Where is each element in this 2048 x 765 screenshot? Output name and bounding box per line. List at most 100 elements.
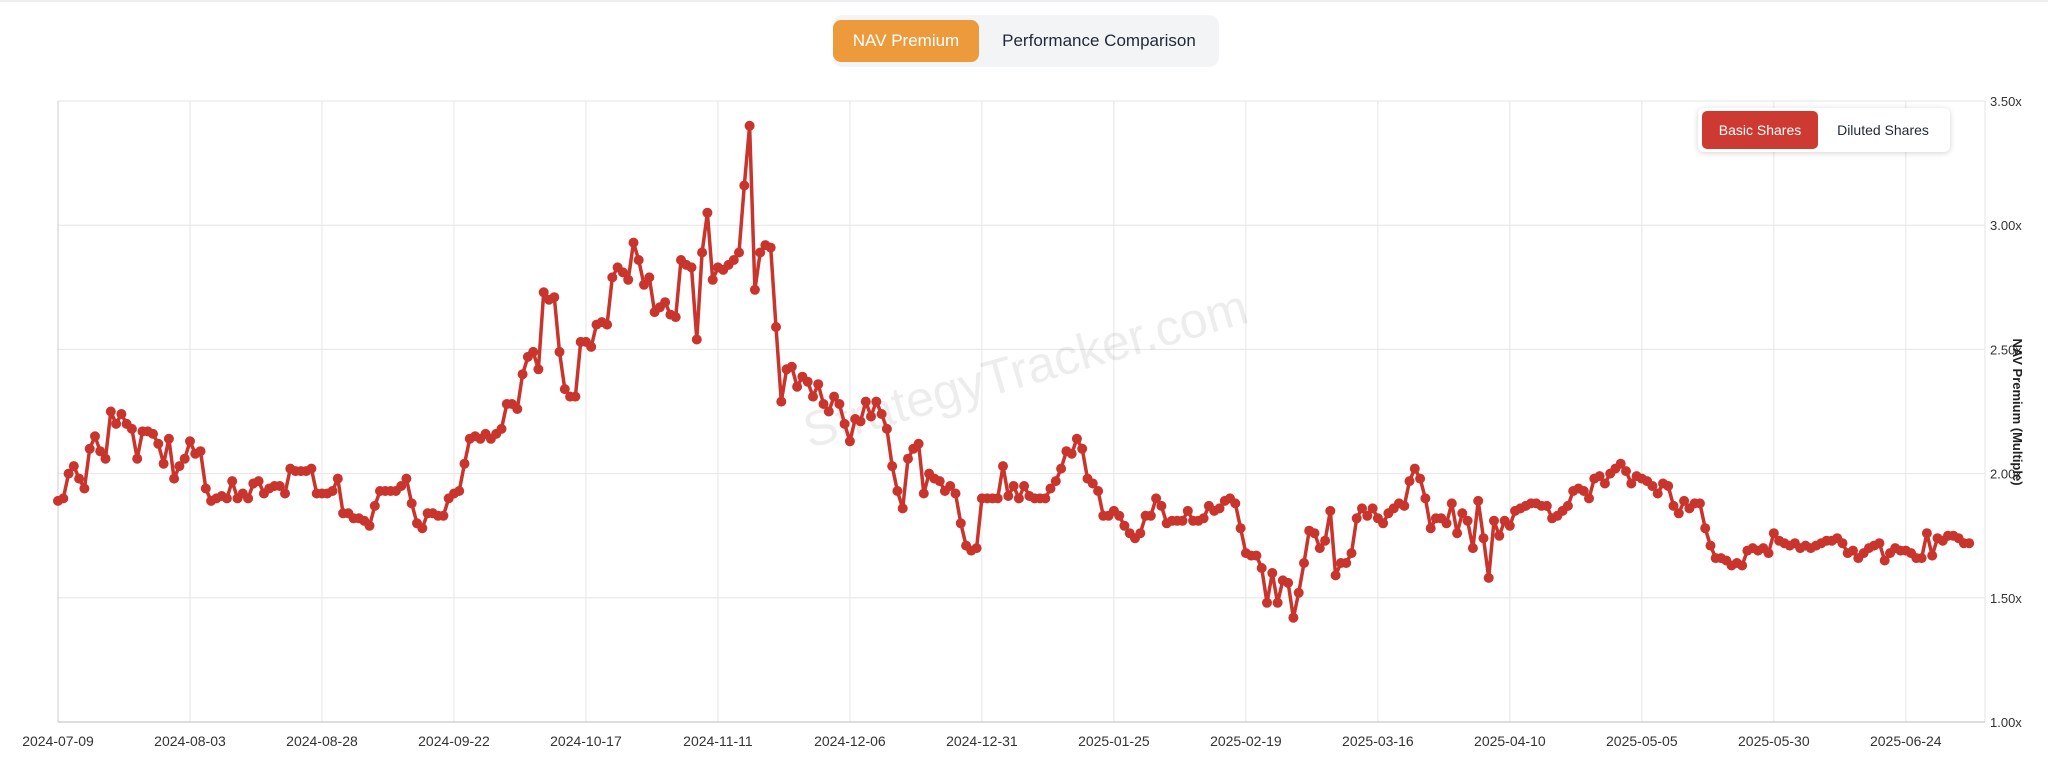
data-point	[855, 416, 866, 427]
data-point	[765, 242, 776, 253]
data-point	[1763, 548, 1774, 559]
data-point	[1462, 515, 1473, 526]
data-point	[1399, 500, 1410, 511]
data-point	[697, 247, 708, 258]
data-point	[1272, 597, 1283, 608]
y-tick-label: 1.50x	[1990, 591, 2022, 606]
data-point	[792, 381, 803, 392]
data-point	[744, 120, 755, 131]
data-point	[1541, 500, 1552, 511]
data-point	[1087, 478, 1098, 489]
series-layer	[53, 120, 1975, 623]
data-point	[1420, 493, 1431, 504]
data-point	[1441, 518, 1452, 529]
data-point	[528, 346, 539, 357]
data-point	[95, 446, 106, 457]
data-point	[866, 411, 876, 422]
data-point	[771, 322, 781, 332]
data-point	[1177, 515, 1188, 526]
data-point	[496, 423, 507, 434]
data-point	[945, 481, 956, 491]
data-point	[1299, 558, 1309, 568]
data-point	[369, 500, 380, 511]
data-point	[169, 473, 180, 484]
data-point	[813, 379, 824, 390]
view-tabs: NAV Premium Performance Comparison	[833, 15, 1219, 67]
data-point	[1256, 563, 1267, 573]
grid-layer	[57, 100, 1986, 723]
data-point	[992, 493, 1003, 504]
data-point	[90, 431, 100, 442]
data-point	[1848, 545, 1858, 556]
data-point	[1262, 597, 1272, 608]
data-point	[881, 423, 892, 434]
data-point	[755, 247, 766, 258]
data-point	[1351, 513, 1362, 524]
data-point	[364, 520, 375, 531]
x-tick-label: 2024-10-17	[550, 733, 622, 749]
x-tick-label: 2025-02-19	[1210, 733, 1282, 749]
x-tick-label: 2025-06-24	[1870, 733, 1942, 749]
data-point	[1314, 543, 1325, 554]
y-axis-title: NAV Premium (Multiple)	[2010, 338, 2025, 485]
data-point	[1346, 548, 1357, 559]
data-point	[1267, 568, 1278, 578]
data-point	[280, 488, 290, 499]
data-point	[839, 418, 850, 429]
data-point	[1066, 448, 1077, 459]
data-point	[934, 476, 945, 487]
data-point	[179, 453, 190, 464]
data-point	[227, 476, 238, 487]
data-point	[1584, 493, 1594, 504]
data-point	[686, 262, 697, 273]
x-tick-label: 2025-04-10	[1474, 733, 1546, 749]
data-point	[818, 399, 829, 409]
data-point	[1921, 528, 1932, 539]
x-tick-label: 2024-12-31	[946, 733, 1018, 749]
data-point	[1235, 523, 1246, 534]
data-point	[454, 486, 465, 496]
data-point	[876, 409, 887, 419]
watermark-text: StrategyTracker.com	[797, 278, 1254, 458]
data-point	[1927, 550, 1938, 561]
basic-shares-button[interactable]: Basic Shares	[1702, 111, 1818, 149]
data-point	[808, 391, 818, 402]
data-point	[887, 461, 898, 472]
tab-performance-comparison[interactable]: Performance Comparison	[1002, 31, 1196, 50]
y-tick-label: 3.50x	[1990, 94, 2022, 109]
data-point	[1626, 478, 1637, 489]
axis-layer: 1.00x 1.50x 2.00x 2.50x 3.00x 3.50x 2024-07-09…	[22, 94, 2022, 749]
tab-nav-premium[interactable]: NAV Premium	[833, 20, 979, 62]
data-point	[132, 453, 143, 464]
data-point	[1599, 478, 1610, 489]
data-point	[1341, 558, 1352, 568]
data-point	[221, 493, 232, 504]
data-point	[538, 287, 549, 298]
x-tick-label: 2024-12-06	[814, 733, 886, 749]
data-point	[903, 453, 913, 464]
diluted-shares-button[interactable]: Diluted Shares	[1837, 122, 1929, 138]
data-point	[58, 493, 69, 504]
data-point	[739, 180, 750, 191]
x-tick-label: 2025-01-25	[1078, 733, 1150, 749]
data-point	[396, 481, 407, 491]
data-point	[1145, 510, 1156, 521]
data-point	[1964, 538, 1975, 549]
data-point	[823, 406, 834, 417]
data-point	[1182, 505, 1193, 516]
data-point	[559, 384, 570, 395]
data-point	[1119, 520, 1130, 531]
data-point	[1694, 498, 1705, 509]
data-point	[1594, 471, 1605, 482]
data-point	[1578, 486, 1589, 496]
data-point	[1457, 508, 1468, 519]
x-tick-label: 2025-03-16	[1342, 733, 1414, 749]
y-tick-label: 1.00x	[1990, 715, 2022, 730]
data-point	[860, 396, 871, 407]
data-point	[707, 274, 718, 285]
data-point	[1198, 513, 1209, 524]
data-point	[1156, 500, 1167, 511]
data-point	[691, 334, 702, 345]
